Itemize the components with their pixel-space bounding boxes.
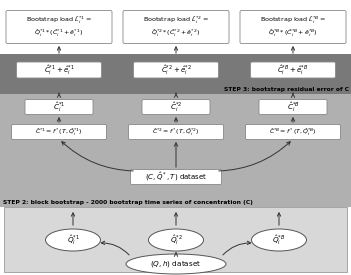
Text: $\hat{Q}_i^{*1}$: $\hat{Q}_i^{*1}$ bbox=[67, 233, 79, 247]
Bar bbox=[4, 207, 347, 272]
FancyBboxPatch shape bbox=[16, 62, 101, 78]
Bar bbox=[0, 94, 351, 207]
Ellipse shape bbox=[252, 229, 306, 251]
FancyBboxPatch shape bbox=[25, 100, 93, 114]
Text: $(C,\hat{Q}^*,T)$ dataset: $(C,\hat{Q}^*,T)$ dataset bbox=[145, 171, 207, 183]
Text: $\hat{C}_i^{*1}$: $\hat{C}_i^{*1}$ bbox=[53, 100, 65, 114]
Text: $\hat{C}_i^{*B}$: $\hat{C}_i^{*B}$ bbox=[287, 100, 299, 114]
Ellipse shape bbox=[148, 229, 204, 251]
FancyBboxPatch shape bbox=[245, 125, 340, 139]
FancyBboxPatch shape bbox=[251, 62, 336, 78]
Text: Bootstrap load $\hat{L}_i^{*2}$ =
$\hat{Q}_i^{*2}*(\hat{C}_i^{*2}+\hat{e}_i^{*2}: Bootstrap load $\hat{L}_i^{*2}$ = $\hat{… bbox=[143, 15, 209, 40]
Text: $\hat{Q}_i^{*B}$: $\hat{Q}_i^{*B}$ bbox=[272, 233, 286, 247]
Text: $\hat{C}_i^{*2}$: $\hat{C}_i^{*2}$ bbox=[170, 100, 182, 114]
FancyBboxPatch shape bbox=[259, 100, 327, 114]
FancyBboxPatch shape bbox=[128, 125, 224, 139]
Text: $\hat{C}^{*2}=f^*(T,\hat{Q}_i^{*2})$: $\hat{C}^{*2}=f^*(T,\hat{Q}_i^{*2})$ bbox=[152, 126, 200, 138]
FancyBboxPatch shape bbox=[6, 10, 112, 43]
FancyBboxPatch shape bbox=[142, 100, 210, 114]
FancyBboxPatch shape bbox=[123, 10, 229, 43]
Text: $\hat{C}_i^{*B}+\hat{e}_i^{*B}$: $\hat{C}_i^{*B}+\hat{e}_i^{*B}$ bbox=[277, 63, 309, 77]
Ellipse shape bbox=[126, 254, 226, 274]
Text: $(Q, h)$ dataset: $(Q, h)$ dataset bbox=[150, 259, 201, 269]
Text: $\hat{C}^{*B}=f^*(T,\hat{Q}_i^{*B})$: $\hat{C}^{*B}=f^*(T,\hat{Q}_i^{*B})$ bbox=[269, 126, 317, 138]
Text: $\hat{C}_i^{*2}+\hat{e}_i^{*2}$: $\hat{C}_i^{*2}+\hat{e}_i^{*2}$ bbox=[161, 63, 191, 77]
Bar bbox=[0, 54, 351, 94]
FancyBboxPatch shape bbox=[133, 62, 219, 78]
Text: Bootstrap load $\hat{L}_i^{*B}$ =
$\hat{Q}_i^{*B}*(\hat{C}_i^{*B}+\hat{e}_i^{*B}: Bootstrap load $\hat{L}_i^{*B}$ = $\hat{… bbox=[260, 15, 326, 40]
Text: STEP 2: block bootstrap - 2000 bootstrap time series of concentration (C): STEP 2: block bootstrap - 2000 bootstrap… bbox=[3, 200, 253, 205]
FancyBboxPatch shape bbox=[12, 125, 106, 139]
Text: $\hat{C}^{*1}=f^*(T,\hat{Q}_i^{*1})$: $\hat{C}^{*1}=f^*(T,\hat{Q}_i^{*1})$ bbox=[35, 126, 82, 138]
Text: $\hat{Q}_i^{*2}$: $\hat{Q}_i^{*2}$ bbox=[170, 233, 183, 247]
Ellipse shape bbox=[46, 229, 100, 251]
FancyBboxPatch shape bbox=[240, 10, 346, 43]
Text: STEP 3: bootstrap residual error of C: STEP 3: bootstrap residual error of C bbox=[224, 87, 349, 92]
FancyBboxPatch shape bbox=[131, 169, 221, 185]
Text: $\hat{C}_i^{*1}+\hat{e}_i^{*1}$: $\hat{C}_i^{*1}+\hat{e}_i^{*1}$ bbox=[44, 63, 74, 77]
Text: Bootstrap load $\hat{L}_i^{*1}$ =
$\hat{Q}_i^{*1}*(\hat{C}_i^{*1}+\hat{e}_i^{*1}: Bootstrap load $\hat{L}_i^{*1}$ = $\hat{… bbox=[26, 15, 92, 40]
